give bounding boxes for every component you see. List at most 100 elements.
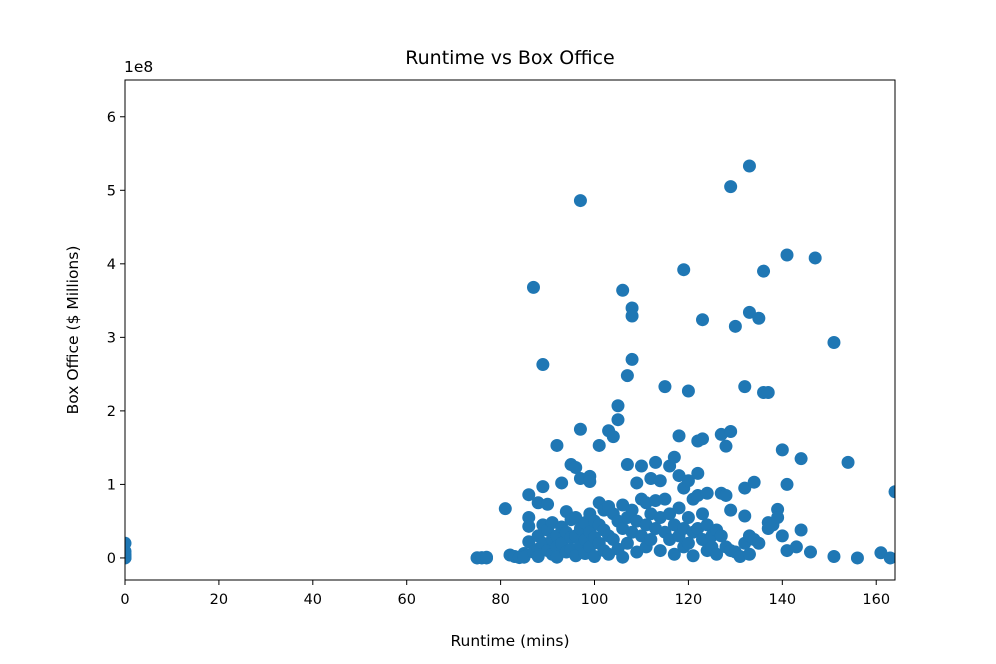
data-point [888,485,895,499]
data-point [620,458,634,472]
data-point [672,429,686,443]
data-point [724,424,738,438]
x-axis: 0 20 40 60 80 100 120 140 160 [120,580,890,608]
data-point [573,194,587,208]
data-point [771,511,785,524]
data-point [883,551,895,565]
data-point [677,263,691,277]
data-point [696,507,709,521]
data-point [827,549,841,563]
data-point [850,551,864,565]
data-point [728,319,742,333]
data-point [667,547,681,561]
data-point [738,509,752,523]
x-tick-label: 60 [397,592,415,608]
y-tick-label: 0 [107,551,116,567]
data-point [480,550,494,564]
data-point [808,251,822,265]
data-point [742,159,756,173]
data-point [663,507,677,521]
data-point [625,352,639,366]
data-point [724,503,738,517]
data-point [653,474,667,488]
data-point [536,480,550,494]
data-point [700,486,714,500]
data-point [742,305,756,319]
data-point [681,474,695,488]
data-point [710,547,724,561]
data-point [775,443,789,457]
data-point [794,452,808,466]
data-point [681,536,695,550]
data-point [588,549,602,563]
x-tick-label: 0 [120,592,129,608]
y-axis-label: Box Office ($ Millions) [64,246,82,415]
data-point [522,519,536,533]
y-axis: 0 1 2 3 4 5 6 [107,110,125,567]
x-tick-label: 20 [210,592,228,608]
data-point [649,455,663,469]
data-point [522,488,536,502]
data-point [569,461,583,474]
data-point [775,529,789,543]
x-tick-label: 80 [491,592,509,608]
data-point [616,283,630,297]
data-point [634,459,648,473]
data-point [531,549,545,563]
data-point [719,439,733,453]
data-point [667,450,681,464]
data-point [583,474,597,488]
data-point [573,422,587,436]
data-point [620,369,634,383]
data-point [696,313,709,327]
data-point [611,413,625,427]
x-tick-label: 140 [768,592,796,608]
data-point [658,380,672,394]
data-point [724,180,738,194]
data-point [625,309,639,323]
data-point [658,492,672,506]
y-tick-label: 5 [107,183,116,199]
data-point [616,550,630,564]
data-point [611,399,625,413]
data-point [625,503,639,517]
data-point [686,549,700,563]
data-point [555,476,569,490]
data-point [653,544,667,558]
data-points [125,159,895,565]
data-point [757,264,771,278]
x-tick-label: 120 [675,592,703,608]
data-point [498,502,512,516]
data-point [681,511,695,524]
data-point [526,280,540,294]
x-tick-label: 40 [304,592,322,608]
data-point [841,455,855,469]
data-point [606,430,620,444]
data-point [696,432,709,446]
data-point [672,501,686,515]
data-point [691,466,705,480]
data-point [827,336,841,349]
data-point [738,380,752,394]
data-point [794,523,808,537]
data-point [719,488,733,502]
data-point [738,481,752,495]
data-point [752,536,766,550]
data-point [125,536,132,550]
data-point [644,533,658,547]
y-tick-label: 3 [107,330,116,346]
chart-title: Runtime vs Box Office [405,47,614,69]
plot-frame [124,79,896,581]
data-point [780,477,794,491]
data-point [803,545,817,559]
data-point [550,438,564,452]
data-point [592,438,606,452]
data-point [630,476,644,490]
data-point [742,547,756,561]
data-point [752,311,766,325]
data-point [522,535,536,549]
data-point [747,475,761,489]
y-offset-label: 1e8 [124,58,153,76]
